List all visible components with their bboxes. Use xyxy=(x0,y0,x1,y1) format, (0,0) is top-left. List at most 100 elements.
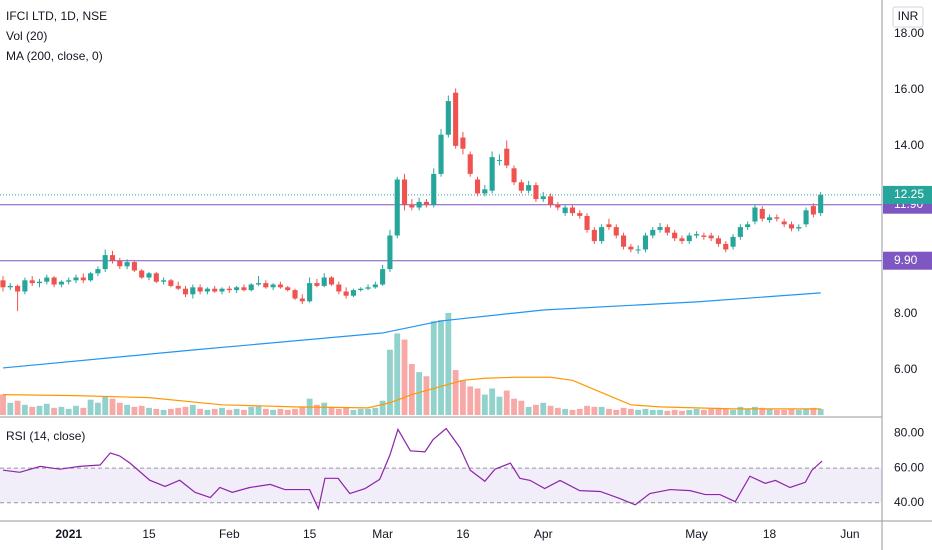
candle-body xyxy=(526,185,532,191)
candle-body xyxy=(124,262,130,267)
volume-bar xyxy=(262,408,269,415)
volume-bar xyxy=(233,408,240,415)
candle-body xyxy=(248,284,254,291)
volume-bar xyxy=(43,403,50,415)
candle-body xyxy=(701,235,707,237)
volume-bar xyxy=(58,406,65,415)
volume-bar xyxy=(153,408,160,415)
volume-bar xyxy=(270,409,277,415)
candle-body xyxy=(460,137,466,149)
candle-body xyxy=(102,255,108,270)
candle-body xyxy=(153,273,159,282)
volume-bar xyxy=(226,409,233,415)
volume-bar xyxy=(36,405,43,415)
candle-body xyxy=(29,280,35,284)
volume-bar xyxy=(554,407,561,415)
candle-body xyxy=(650,229,656,236)
candle-body xyxy=(818,194,824,214)
candle-body xyxy=(642,235,649,250)
volume-bar xyxy=(700,409,707,415)
candle-body xyxy=(58,281,64,285)
volume-bar xyxy=(292,408,298,415)
x-tick-label: Jun xyxy=(840,527,859,541)
candle-body xyxy=(51,277,57,285)
volume-bar xyxy=(803,408,809,415)
volume-bar xyxy=(219,407,225,415)
volume-bar xyxy=(350,409,357,415)
candle-body xyxy=(715,238,722,244)
x-tick-label: 18 xyxy=(763,527,777,541)
candle-body xyxy=(307,283,313,302)
candle-body xyxy=(686,235,692,242)
volume-bar xyxy=(321,402,328,415)
candle-body xyxy=(175,285,181,289)
x-tick-label: Apr xyxy=(534,527,553,541)
candle-body xyxy=(241,287,247,291)
rsi-band xyxy=(0,468,882,503)
volume-bar xyxy=(73,405,79,415)
volume-bar xyxy=(445,313,452,415)
candle-body xyxy=(314,283,320,286)
volume-bar xyxy=(496,396,503,415)
candle-body xyxy=(190,287,196,295)
volume-bar xyxy=(489,388,496,415)
volume-bar xyxy=(613,409,620,415)
candle-body xyxy=(277,284,283,288)
volume-bar xyxy=(189,404,196,415)
candle-body xyxy=(533,185,539,200)
volume-bar xyxy=(21,404,28,415)
volume-bar xyxy=(138,405,145,415)
candle-body xyxy=(569,207,576,214)
candle-body xyxy=(292,290,298,299)
candle-body xyxy=(321,277,327,286)
candle-body xyxy=(774,217,780,219)
volume-bar xyxy=(817,408,824,415)
volume-bar xyxy=(416,372,423,415)
volume-bar xyxy=(576,408,583,415)
x-tick-label: 16 xyxy=(456,527,470,541)
volume-bar xyxy=(372,407,379,415)
candle-body xyxy=(212,288,218,292)
rsi-title: RSI (14, close) xyxy=(6,429,85,443)
volume-bar xyxy=(29,406,36,415)
y-tick-label: 8.00 xyxy=(894,306,918,320)
volume-bar xyxy=(569,409,576,415)
candle-body xyxy=(657,227,663,230)
volume-bar xyxy=(423,376,430,415)
volume-bar xyxy=(635,409,642,415)
candle-body xyxy=(467,154,473,174)
candle-body xyxy=(664,227,670,233)
candle-body xyxy=(394,179,400,236)
candle-body xyxy=(44,277,50,282)
candle-body xyxy=(504,148,510,166)
price-label-bg xyxy=(883,185,932,204)
volume-bar xyxy=(474,388,481,415)
candle-body xyxy=(66,280,72,282)
candle-body xyxy=(745,224,751,228)
candle-body xyxy=(36,281,43,284)
candle-body xyxy=(453,92,459,146)
rsi-line xyxy=(2,427,823,511)
volume-bar xyxy=(94,402,101,415)
currency-box xyxy=(892,6,924,28)
volume-bar xyxy=(116,402,123,415)
volume-bar xyxy=(686,409,693,415)
volume-bar xyxy=(102,396,109,415)
x-tick-label: Feb xyxy=(219,527,240,541)
volume-bar xyxy=(335,408,342,415)
volume-bar xyxy=(240,409,247,415)
candle-body xyxy=(365,287,371,289)
x-tick-label: Mar xyxy=(372,527,393,541)
volume-bar xyxy=(533,404,539,415)
candle-body xyxy=(387,235,393,270)
price-label-bg xyxy=(883,251,932,270)
chart-title: IFCI LTD, 1D, NSE xyxy=(6,9,107,23)
candle-body xyxy=(234,287,240,291)
candle-body xyxy=(168,280,174,286)
volume-bar xyxy=(547,405,554,415)
candle-body xyxy=(672,232,678,239)
candle-body xyxy=(511,168,517,183)
volume-bar xyxy=(401,339,408,415)
